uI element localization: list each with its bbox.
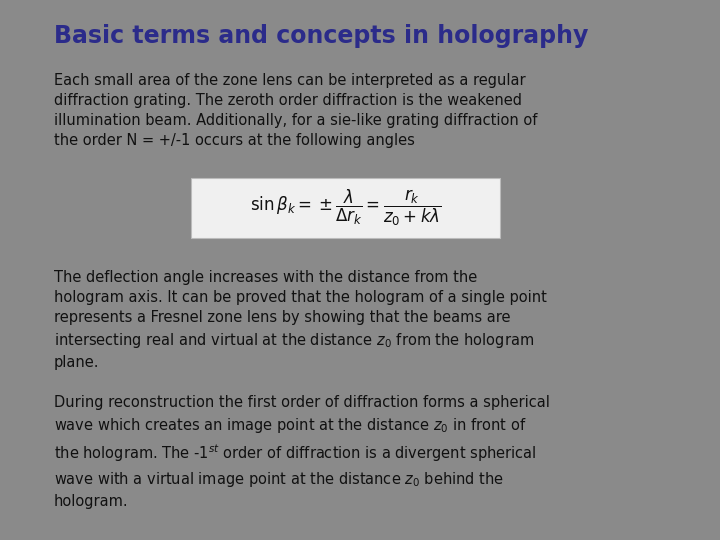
Text: The deflection angle increases with the distance from the
hologram axis. It can : The deflection angle increases with the … bbox=[54, 270, 547, 370]
FancyBboxPatch shape bbox=[191, 178, 500, 238]
Text: Basic terms and concepts in holography: Basic terms and concepts in holography bbox=[54, 24, 588, 48]
Text: During reconstruction the first order of diffraction forms a spherical
wave whic: During reconstruction the first order of… bbox=[54, 395, 550, 509]
Text: $\sin \beta_k = \pm\dfrac{\lambda}{\Delta r_k} = \dfrac{r_k}{z_0 + k\lambda}$: $\sin \beta_k = \pm\dfrac{\lambda}{\Delt… bbox=[250, 188, 441, 228]
Text: Each small area of the zone lens can be interpreted as a regular
diffraction gra: Each small area of the zone lens can be … bbox=[54, 73, 537, 148]
